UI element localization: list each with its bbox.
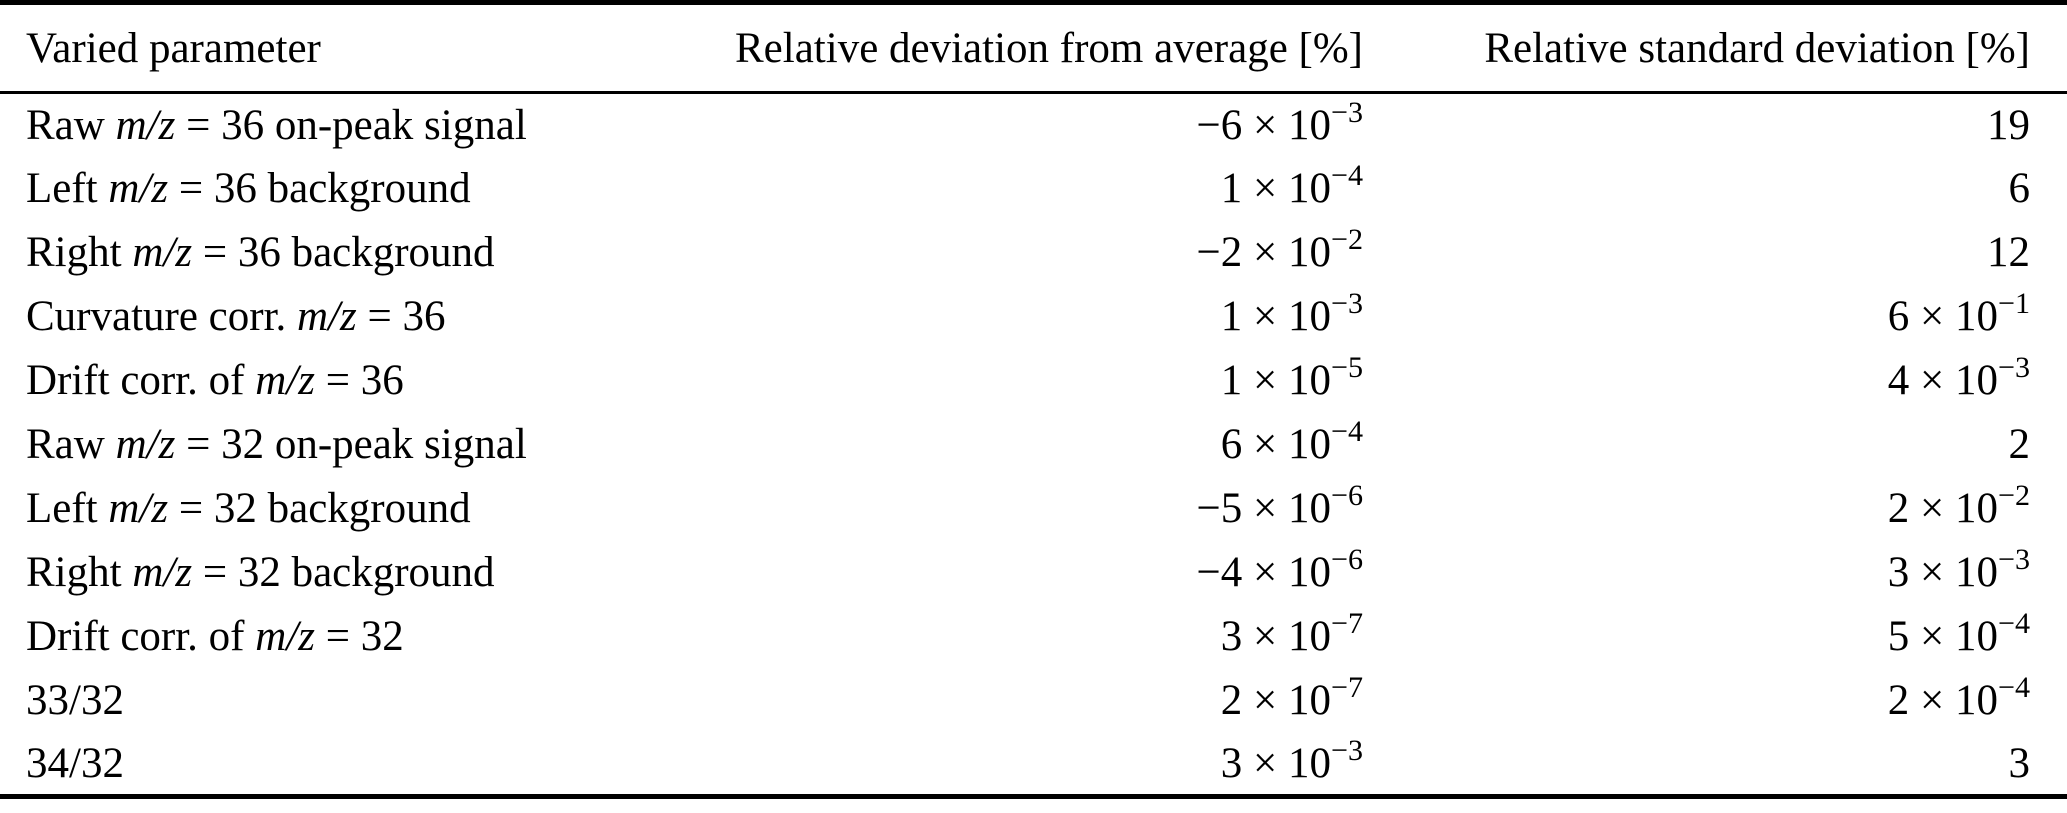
plain-text: = 32 on-peak signal xyxy=(175,421,527,468)
stddev-value-cell: 6 × 10−1 xyxy=(1887,286,2030,340)
parameter-cell: Left m/z = 32 background xyxy=(0,477,622,541)
parameter-cell: 34/32 xyxy=(0,733,622,797)
deviation-value-cell: 3 × 10−3 xyxy=(1220,733,1363,787)
math-italic-text: m/z xyxy=(132,549,193,596)
deviation-value-cell: −5 × 10−6 xyxy=(1196,478,1363,532)
exponent: −4 xyxy=(1997,606,2030,641)
plain-text: Drift corr. of xyxy=(26,357,256,404)
plain-text: 33/32 xyxy=(26,677,124,724)
deviation-value-cell: 1 × 10−5 xyxy=(1220,350,1363,404)
stddev-value-cell: 19 xyxy=(1987,101,2030,149)
table-row: Left m/z = 32 background −5 × 10−6 2 × 1… xyxy=(0,477,2067,541)
table-row: Right m/z = 36 background −2 × 10−2 12 xyxy=(0,221,2067,285)
exponent: −2 xyxy=(1997,478,2030,513)
deviation-value-cell: −6 × 10−3 xyxy=(1196,95,1363,149)
exponent: −6 xyxy=(1330,542,1363,577)
plain-text: Right xyxy=(26,229,133,276)
header-row: Varied parameter Relative deviation from… xyxy=(0,2,2067,94)
table-row: 33/32 2 × 10−7 2 × 10−4 xyxy=(0,669,2067,733)
math-italic-text: m/z xyxy=(115,101,176,149)
table-row: Curvature corr. m/z = 36 1 × 10−3 6 × 10… xyxy=(0,285,2067,349)
plain-text: Left xyxy=(26,485,109,532)
deviation-value-cell: 3 × 10−7 xyxy=(1220,606,1363,660)
math-italic-text: m/z xyxy=(115,421,176,468)
plain-text: Raw xyxy=(26,421,116,468)
exponent: −5 xyxy=(1330,350,1363,385)
stddev-value-cell: 12 xyxy=(1987,229,2030,276)
table-row: 34/32 3 × 10−3 3 xyxy=(0,733,2067,797)
math-italic-text: m/z xyxy=(255,613,315,660)
header-relative-deviation-from-average: Relative deviation from average [%] xyxy=(622,2,1363,94)
exponent: −4 xyxy=(1330,158,1363,193)
table-row: Right m/z = 32 background −4 × 10−6 3 × … xyxy=(0,541,2067,605)
plain-text: = 32 background xyxy=(192,549,495,596)
exponent: −6 xyxy=(1330,478,1363,513)
header-relative-standard-deviation: Relative standard deviation [%] xyxy=(1363,2,2067,94)
table-row: Drift corr. of m/z = 36 1 × 10−5 4 × 10−… xyxy=(0,349,2067,413)
math-italic-text: m/z xyxy=(108,165,169,212)
plain-text: 34/32 xyxy=(26,739,124,787)
math-italic-text: m/z xyxy=(255,357,315,404)
table-row: Left m/z = 36 background 1 × 10−4 6 xyxy=(0,157,2067,221)
stddev-value-cell: 3 xyxy=(2008,739,2031,787)
exponent: −2 xyxy=(1330,222,1363,257)
deviation-value-cell: 6 × 10−4 xyxy=(1220,414,1363,468)
deviation-value-cell: 1 × 10−3 xyxy=(1220,286,1363,340)
exponent: −3 xyxy=(1997,542,2030,577)
deviation-value-cell: 2 × 10−7 xyxy=(1220,670,1363,724)
plain-text: = 36 xyxy=(315,357,404,404)
parameter-cell: Raw m/z = 36 on-peak signal xyxy=(0,93,622,157)
exponent: −3 xyxy=(1330,733,1363,768)
plain-text: Right xyxy=(26,549,133,596)
exponent: −3 xyxy=(1330,286,1363,321)
table-row: Raw m/z = 36 on-peak signal −6 × 10−3 19 xyxy=(0,93,2067,157)
stddev-value-cell: 2 × 10−4 xyxy=(1887,670,2030,724)
exponent: −7 xyxy=(1330,606,1363,641)
plain-text: = 36 xyxy=(356,293,446,340)
exponent: −4 xyxy=(1330,414,1363,449)
exponent: −3 xyxy=(1997,350,2030,385)
parameter-cell: Curvature corr. m/z = 36 xyxy=(0,285,622,349)
stddev-value-cell: 2 xyxy=(2008,421,2031,468)
stddev-value-cell: 6 xyxy=(2008,165,2031,212)
parameter-cell: Right m/z = 36 background xyxy=(0,221,622,285)
exponent: −1 xyxy=(1997,286,2030,321)
math-italic-text: m/z xyxy=(132,229,193,276)
plain-text: = 36 background xyxy=(192,229,495,276)
parameter-cell: Right m/z = 32 background xyxy=(0,541,622,605)
parameter-cell: 33/32 xyxy=(0,669,622,733)
deviation-value-cell: −4 × 10−6 xyxy=(1196,542,1363,596)
deviation-value-cell: −2 × 10−2 xyxy=(1196,222,1363,276)
exponent: −7 xyxy=(1330,670,1363,705)
table-body: Raw m/z = 36 on-peak signal −6 × 10−3 19… xyxy=(0,93,2067,797)
stddev-value-cell: 2 × 10−2 xyxy=(1887,478,2030,532)
stddev-value-cell: 5 × 10−4 xyxy=(1887,606,2030,660)
deviation-value-cell: 1 × 10−4 xyxy=(1220,158,1363,212)
table-row: Drift corr. of m/z = 32 3 × 10−7 5 × 10−… xyxy=(0,605,2067,669)
table-header: Varied parameter Relative deviation from… xyxy=(0,2,2067,94)
plain-text: = 32 xyxy=(315,613,404,660)
plain-text: Left xyxy=(26,165,109,212)
plain-text: Curvature corr. xyxy=(26,293,298,340)
exponent: −4 xyxy=(1997,670,2030,705)
header-varied-parameter: Varied parameter xyxy=(0,2,622,94)
plain-text: = 36 on-peak signal xyxy=(175,101,527,149)
math-italic-text: m/z xyxy=(108,485,169,532)
table-row: Raw m/z = 32 on-peak signal 6 × 10−4 2 xyxy=(0,413,2067,477)
plain-text: = 36 background xyxy=(168,165,471,212)
plain-text: = 32 background xyxy=(168,485,471,532)
plain-text: Drift corr. of xyxy=(26,613,256,660)
parameter-cell: Raw m/z = 32 on-peak signal xyxy=(0,413,622,477)
parameter-cell: Left m/z = 36 background xyxy=(0,157,622,221)
math-italic-text: m/z xyxy=(297,293,357,340)
stddev-value-cell: 4 × 10−3 xyxy=(1887,350,2030,404)
parameter-cell: Drift corr. of m/z = 32 xyxy=(0,605,622,669)
plain-text: Raw xyxy=(26,101,116,149)
parameter-cell: Drift corr. of m/z = 36 xyxy=(0,349,622,413)
exponent: −3 xyxy=(1330,95,1363,130)
stddev-value-cell: 3 × 10−3 xyxy=(1887,542,2030,596)
